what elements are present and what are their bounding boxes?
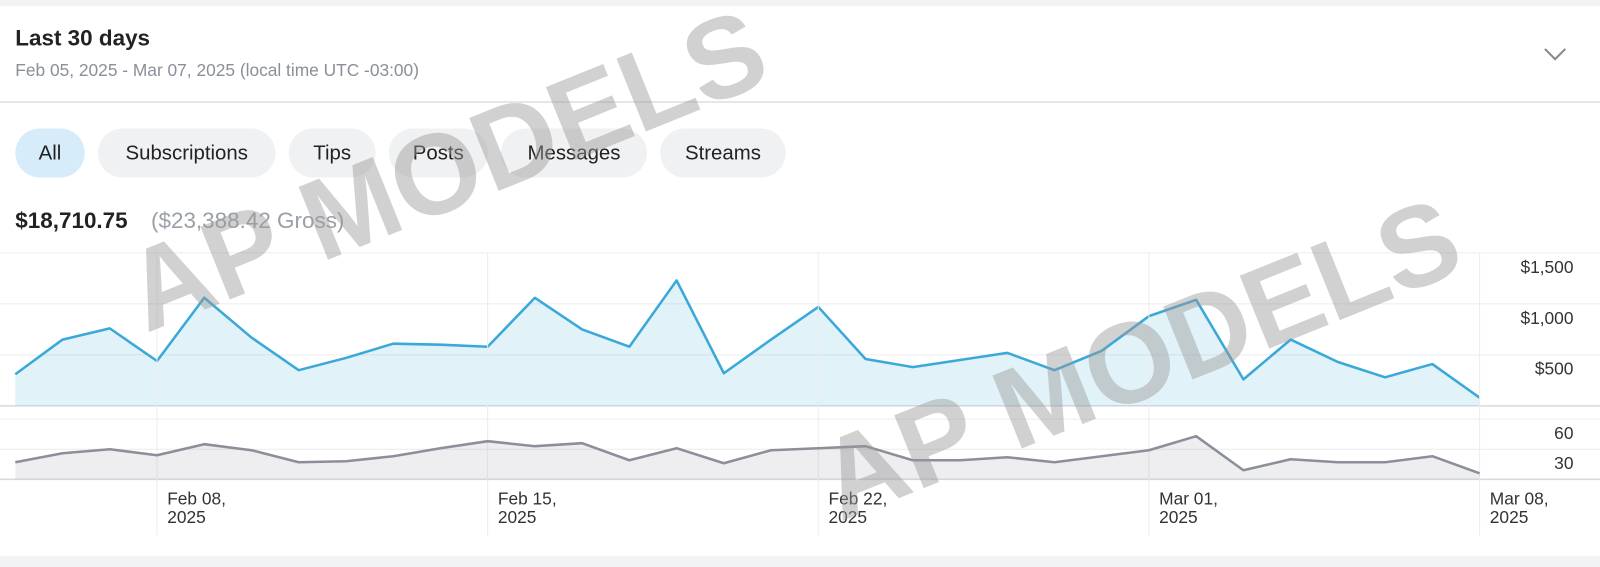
header-subtitle: Feb 05, 2025 - Mar 07, 2025 (local time … [15,60,419,80]
tab[interactable]: Posts [388,128,488,178]
x-tick-label: Feb 08, 2025 [167,488,226,526]
net-total: $18,710.75 [15,208,127,233]
bottom-strip [0,555,1600,567]
tab-background[interactable] [388,128,488,178]
chevron[interactable] [1544,48,1567,61]
x-tick-label: Mar 08, 2025 [1490,488,1549,526]
tab-label[interactable]: Messages [527,142,620,164]
tab[interactable]: Messages [501,128,647,178]
watermark: AP MODELS [802,174,1478,545]
tab[interactable]: Subscriptions [97,128,276,178]
tab[interactable]: Streams [660,128,786,178]
tab[interactable]: Tips [288,128,376,178]
y-tick-label: $1,000 [1520,308,1573,328]
tabs: All Subscriptions Tips Posts Messages Streams [15,128,786,178]
tab[interactable]: All [15,128,85,178]
tab-label[interactable]: Posts [413,142,464,164]
x-tick-label: Mar 01, 2025 [1159,488,1218,526]
tab-label[interactable]: Tips [313,142,351,164]
tab-background[interactable] [97,128,276,178]
line [14,279,1481,399]
charts: $500 $1,000 $1,500 30 60 Feb 08, 2025 Feb 15, 20… [0,252,1600,536]
tab-background[interactable] [288,128,376,178]
tab-background[interactable] [15,128,85,178]
x-tick-label: Feb 22, 2025 [829,488,888,526]
tab-label[interactable]: Subscriptions [126,142,248,164]
tab-label[interactable]: Streams [685,142,761,164]
x-tick-label: Feb 15, 2025 [498,488,557,526]
y-tick-label: $500 [1535,359,1574,379]
tab-background[interactable] [660,128,786,178]
line [15,434,1481,475]
gross-total: ($23,388.42 Gross) [151,208,344,233]
y-tick-label: 60 [1554,423,1573,443]
y-tick-label: 30 [1554,453,1573,473]
tab-background[interactable] [501,128,647,178]
y-tick-label: $1,500 [1520,257,1573,277]
area-fill [15,280,1480,406]
header-title: Last 30 days [15,26,150,51]
top-strip [0,0,1600,7]
tab-label[interactable]: All [39,142,62,164]
